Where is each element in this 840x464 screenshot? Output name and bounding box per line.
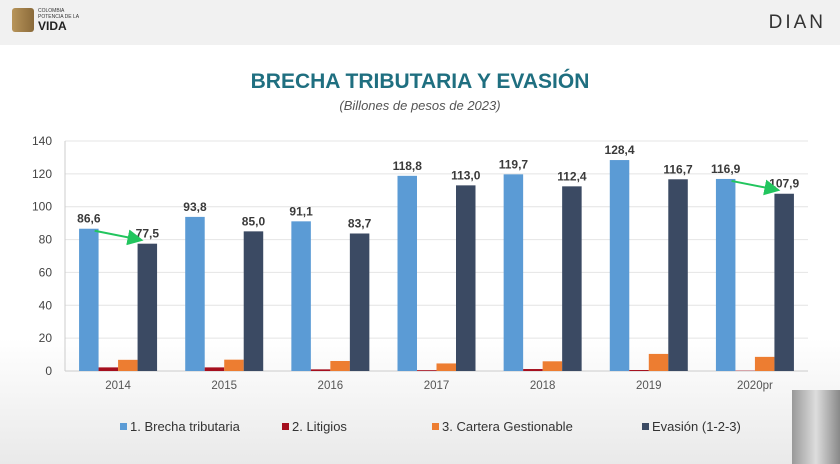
y-tick-label: 140	[32, 134, 52, 148]
data-label: 93,8	[183, 200, 207, 214]
y-tick-label: 0	[45, 364, 52, 378]
bar-2-2016	[330, 360, 350, 371]
legend-label: 3. Cartera Gestionable	[442, 419, 573, 434]
x-tick-label: 2019	[636, 380, 662, 392]
legend-swatch	[120, 423, 127, 430]
y-tick-label: 40	[39, 298, 53, 312]
bar-3-2014	[137, 243, 158, 371]
bar-2-2019	[648, 353, 669, 371]
bar-0-2019	[609, 160, 630, 371]
data-label: 116,9	[711, 162, 741, 176]
bar-1-2018	[523, 369, 543, 371]
bar-3-2020pr	[774, 193, 794, 371]
bar-1-2015	[204, 367, 225, 371]
dian-logo: DIAN	[768, 12, 826, 33]
bar-0-2016	[291, 221, 311, 371]
bar-2-2020pr	[754, 356, 775, 371]
data-label: 91,1	[289, 204, 313, 218]
data-label: 128,4	[605, 143, 635, 157]
x-tick-label: 2018	[530, 380, 556, 392]
trend-arrow	[94, 229, 144, 246]
legend-swatch	[642, 423, 649, 430]
x-tick-label: 2015	[211, 380, 237, 392]
bar-2-2017	[436, 363, 456, 371]
legend-swatch	[432, 423, 439, 430]
bar-1-2014	[98, 367, 119, 371]
data-label: 116,7	[663, 162, 693, 176]
bar-1-2019	[629, 370, 649, 371]
legend-swatch	[282, 423, 289, 430]
y-tick-label: 100	[32, 200, 52, 214]
bar-3-2019	[668, 179, 688, 371]
legend-label: 2. Litigios	[292, 419, 347, 434]
data-label: 86,6	[77, 212, 101, 226]
logo-mark-icon	[12, 8, 34, 32]
x-tick-label: 2014	[105, 380, 131, 392]
data-label: 112,4	[557, 169, 587, 183]
x-tick-label: 2017	[424, 380, 450, 392]
bar-2-2014	[118, 359, 138, 371]
bar-1-2016	[310, 369, 331, 371]
legend-label: Evasión (1-2-3)	[652, 419, 741, 434]
bar-2-2015	[224, 359, 244, 371]
data-label: 85,0	[242, 214, 266, 228]
logo-small: COLOMBIA	[38, 8, 65, 14]
logo-tag: POTENCIA DE LA	[38, 14, 80, 20]
x-tick-label: 2016	[318, 380, 344, 392]
bar-1-2017	[417, 370, 437, 371]
x-tick-label: 2020pr	[737, 380, 773, 392]
data-label: 83,7	[348, 216, 372, 230]
colombia-logo: COLOMBIA POTENCIA DE LA VIDA	[12, 8, 79, 32]
bar-0-2015	[185, 216, 205, 371]
bar-3-2018	[562, 186, 582, 371]
chart-title: BRECHA TRIBUTARIA Y EVASIÓN	[250, 70, 590, 93]
y-tick-label: 20	[39, 331, 53, 345]
header: COLOMBIA POTENCIA DE LA VIDA DIAN	[0, 0, 840, 45]
webcam-overlay	[792, 390, 840, 464]
bar-2-2018	[542, 361, 563, 371]
y-tick-label: 60	[39, 265, 53, 279]
bar-0-2014	[79, 228, 99, 371]
bar-0-2018	[503, 174, 524, 371]
y-tick-label: 80	[39, 233, 53, 247]
bar-3-2016	[349, 233, 370, 371]
logo-big: VIDA	[38, 19, 67, 33]
bar-3-2015	[243, 231, 264, 371]
data-label: 113,0	[451, 168, 481, 182]
data-label: 119,7	[499, 157, 529, 171]
data-label: 77,5	[136, 227, 160, 241]
bar-0-2020pr	[715, 178, 736, 371]
chart-subtitle: (Billones de pesos de 2023)	[339, 98, 501, 113]
legend-label: 1. Brecha tributaria	[130, 419, 241, 434]
data-label: 118,8	[393, 159, 423, 173]
bar-3-2017	[456, 185, 476, 371]
trend-arrow	[731, 179, 781, 196]
y-tick-label: 120	[32, 167, 52, 181]
bar-0-2017	[397, 175, 417, 371]
